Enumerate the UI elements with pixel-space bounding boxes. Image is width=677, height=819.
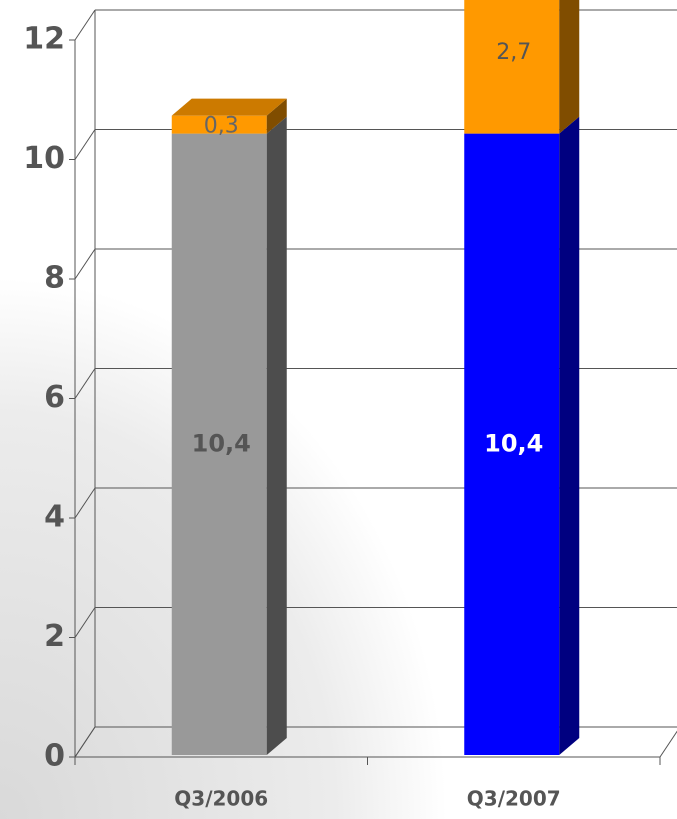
grid-line-side	[74, 9, 96, 41]
bar-segment	[171, 116, 287, 756]
bar-front	[171, 115, 267, 134]
bar-side	[266, 98, 287, 134]
bar-front	[464, 133, 560, 756]
y-tick-label: 2	[44, 619, 65, 654]
bar-side	[559, 0, 580, 134]
grid-line-side	[74, 368, 96, 399]
y-tick-label: 8	[44, 261, 65, 296]
y-tick-label: 10	[23, 141, 65, 176]
x-tick-label: Q3/2007	[467, 787, 561, 811]
value-label: 10,4	[192, 429, 251, 457]
grid-line-side	[74, 607, 96, 638]
y-tick-label: 0	[44, 739, 65, 774]
x-tick-label: Q3/2006	[174, 787, 268, 811]
y-tick-label: 12	[23, 22, 65, 57]
y-tick-label: 6	[44, 380, 65, 415]
y-tick-label: 4	[44, 500, 65, 535]
bar-top	[171, 98, 287, 116]
bar-front	[171, 133, 267, 756]
plot-area: 0 2 4 6 8 10 12 Q3/2006 10,4 0,3 Q3/2007 10,4 2,7	[23, 0, 677, 811]
bar-segment	[171, 98, 287, 134]
grid-line-side	[74, 487, 96, 519]
value-label: 0,3	[204, 114, 239, 139]
bar-side	[559, 116, 580, 756]
grid-line-side	[74, 248, 96, 280]
value-label: 2,7	[496, 40, 531, 65]
bar-side	[266, 116, 287, 756]
grid-line-side	[74, 129, 96, 160]
bar-segment	[464, 116, 580, 756]
value-label: 10,4	[484, 429, 543, 457]
bar-segment	[464, 0, 580, 134]
grid-line-side	[74, 726, 96, 758]
bar-front	[464, 0, 560, 134]
